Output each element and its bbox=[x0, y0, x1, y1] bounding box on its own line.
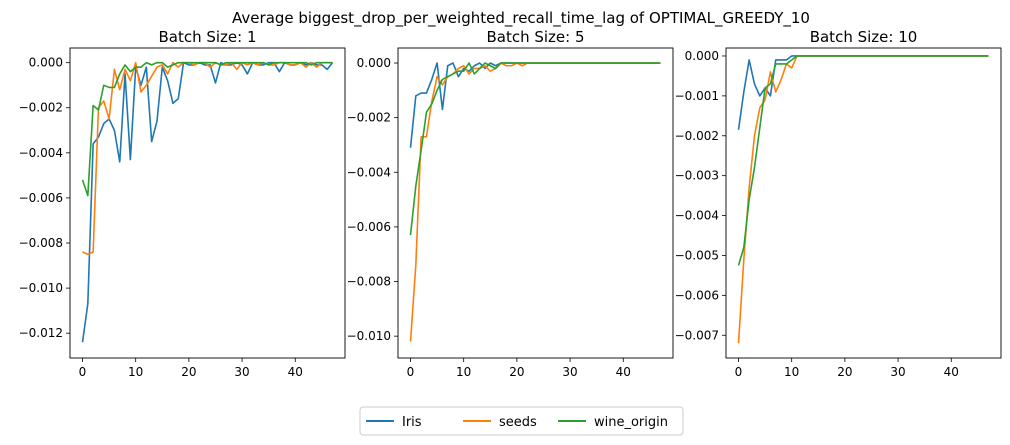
x-tick-label: 0 bbox=[735, 365, 743, 379]
y-tick-label: −0.003 bbox=[675, 169, 719, 183]
subplot-title: Batch Size: 1 bbox=[158, 28, 256, 46]
y-tick-label: 0.000 bbox=[685, 49, 719, 63]
x-tick-label: 40 bbox=[944, 365, 959, 379]
y-tick-label: −0.012 bbox=[19, 326, 63, 340]
series-line-seeds bbox=[82, 61, 333, 256]
legend-label: wine_origin bbox=[594, 415, 668, 430]
subplot-2: Batch Size: 5 0 10 20 30 40 −0.010 −0.008 −0.006… bbox=[347, 28, 674, 379]
x-tick-label: 30 bbox=[890, 365, 905, 379]
y-tick-label: −0.006 bbox=[19, 191, 63, 205]
y-tick-label: −0.010 bbox=[347, 329, 391, 343]
axes-frame bbox=[397, 47, 674, 359]
axes-frame bbox=[725, 47, 1002, 359]
y-tick-label: −0.008 bbox=[347, 275, 391, 289]
legend: Iris seeds wine_origin bbox=[359, 406, 684, 436]
x-tick-label: 40 bbox=[288, 365, 303, 379]
y-tick-label: 0.000 bbox=[357, 56, 391, 70]
y-tick-label: 0.000 bbox=[29, 56, 63, 70]
y-tick-label: −0.010 bbox=[19, 281, 63, 295]
x-tick-label: 10 bbox=[456, 365, 471, 379]
series-line-wine-origin bbox=[81, 61, 333, 197]
y-tick-label: −0.002 bbox=[347, 111, 391, 125]
axes-frame bbox=[69, 47, 346, 359]
series-line-wine-origin bbox=[409, 62, 661, 236]
x-tick-label: 10 bbox=[784, 365, 799, 379]
y-tick-label: −0.006 bbox=[675, 288, 719, 302]
y-tick-label: −0.004 bbox=[19, 146, 63, 160]
y-tick-label: −0.002 bbox=[19, 101, 63, 115]
x-tick-label: 20 bbox=[509, 365, 524, 379]
x-tick-label: 30 bbox=[234, 365, 249, 379]
series-line-wine-origin bbox=[737, 55, 989, 266]
x-tick-label: 0 bbox=[407, 365, 415, 379]
x-tick-label: 20 bbox=[837, 365, 852, 379]
y-tick-label: −0.005 bbox=[675, 248, 719, 262]
y-tick-label: −0.004 bbox=[675, 209, 719, 223]
subplot-title: Batch Size: 10 bbox=[810, 28, 918, 46]
y-tick-label: −0.008 bbox=[19, 236, 63, 250]
x-tick-label: 40 bbox=[616, 365, 631, 379]
legend-frame bbox=[359, 406, 684, 436]
x-tick-label: 0 bbox=[79, 365, 87, 379]
subplot-3: Batch Size: 10 0 10 20 30 40 −0.007 −0.006 −0.00… bbox=[675, 28, 1002, 379]
figure-title: Average biggest_drop_per_weighted_recall… bbox=[232, 9, 810, 28]
x-tick-label: 20 bbox=[181, 365, 196, 379]
subplot-1: Batch Size: 1 0 10 20 30 40 −0.012 −0.010 −0.008… bbox=[19, 28, 346, 379]
y-tick-label: −0.007 bbox=[675, 328, 719, 342]
panels: Batch Size: 10 10 20 30 40−0.012−0.010−0.008… bbox=[19, 28, 1002, 379]
legend-label: Iris bbox=[402, 415, 422, 430]
y-tick-label: −0.004 bbox=[347, 165, 391, 179]
y-tick-label: −0.006 bbox=[347, 220, 391, 234]
y-tick-label: −0.001 bbox=[675, 89, 719, 103]
y-tick-label: −0.002 bbox=[675, 129, 719, 143]
x-tick-label: 30 bbox=[562, 365, 577, 379]
legend-label: seeds bbox=[499, 415, 537, 430]
x-tick-label: 10 bbox=[128, 365, 143, 379]
subplot-title: Batch Size: 5 bbox=[486, 28, 584, 46]
